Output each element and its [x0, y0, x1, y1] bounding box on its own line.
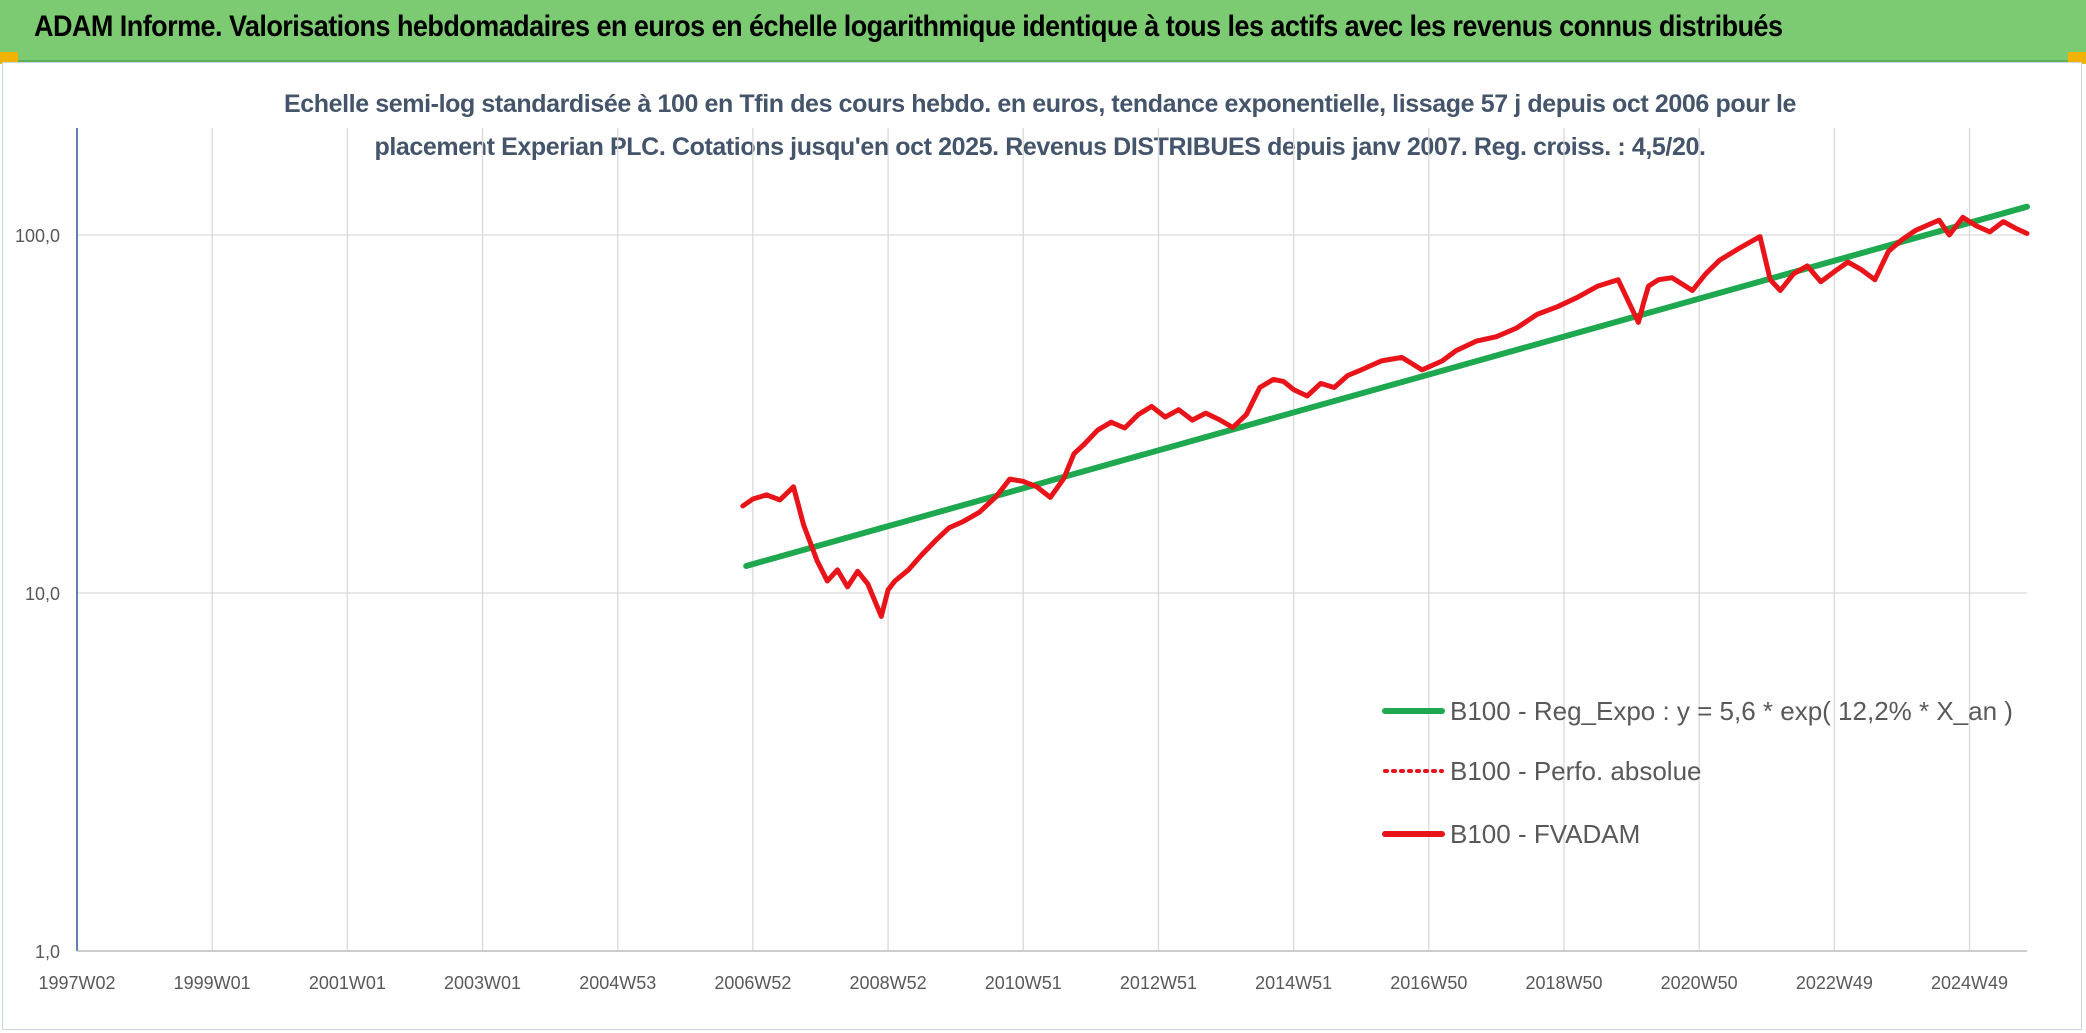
x-tick-label: 2006W52 [714, 973, 791, 993]
chart-frame [2, 62, 2082, 1030]
regression-line [743, 203, 2030, 569]
x-tick-label: 2010W51 [985, 973, 1062, 993]
y-tick-label: 1,0 [35, 942, 60, 962]
grid-layer [77, 128, 2027, 952]
corner-marker-right [2068, 52, 2086, 64]
y-tick-label: 10,0 [25, 584, 60, 604]
x-tick-label: 2008W52 [850, 973, 927, 993]
x-tick-label: 1997W02 [38, 973, 115, 993]
y-tick-label: 100,0 [15, 226, 60, 246]
report-title: ADAM Informe. Valorisations hebdomadaire… [34, 10, 1783, 43]
tick-layer: 1997W02 1999W01 2001W01 2003W01 2004W53 2006W… [15, 226, 2008, 993]
axis-layer [76, 128, 2027, 952]
x-tick-label: 2022W49 [1796, 973, 1873, 993]
legend-label: B100 - Reg_Expo : y = 5,6 * exp( 12,2% *… [1450, 696, 2013, 726]
x-tick-label: 2001W01 [309, 973, 386, 993]
x-tick-label: 1999W01 [174, 973, 251, 993]
x-tick-label: 2014W51 [1255, 973, 1332, 993]
x-tick-label: 2004W53 [579, 973, 656, 993]
legend-label: B100 - Perfo. absolue [1450, 756, 1702, 786]
legend-label: B100 - FVADAM [1450, 819, 1640, 849]
x-tick-label: 2018W50 [1525, 973, 1602, 993]
x-tick-label: 2016W50 [1390, 973, 1467, 993]
x-tick-label: 2012W51 [1120, 973, 1197, 993]
series-layer [740, 203, 2030, 619]
chart-title-line1: Echelle semi-log standardisée à 100 en T… [283, 90, 1796, 118]
x-tick-label: 2003W01 [444, 973, 521, 993]
x-tick-label: 2024W49 [1931, 973, 2008, 993]
series-line [740, 214, 2030, 619]
chart-title-line2: placement Experian PLC. Cotations jusqu'… [374, 133, 1706, 161]
chart-legend: B100 - Reg_Expo : y = 5,6 * exp( 12,2% *… [1382, 696, 2013, 849]
corner-marker-left [0, 52, 18, 64]
x-tick-label: 2020W50 [1661, 973, 1738, 993]
report-banner: ADAM Informe. Valorisations hebdomadaire… [0, 0, 2086, 62]
